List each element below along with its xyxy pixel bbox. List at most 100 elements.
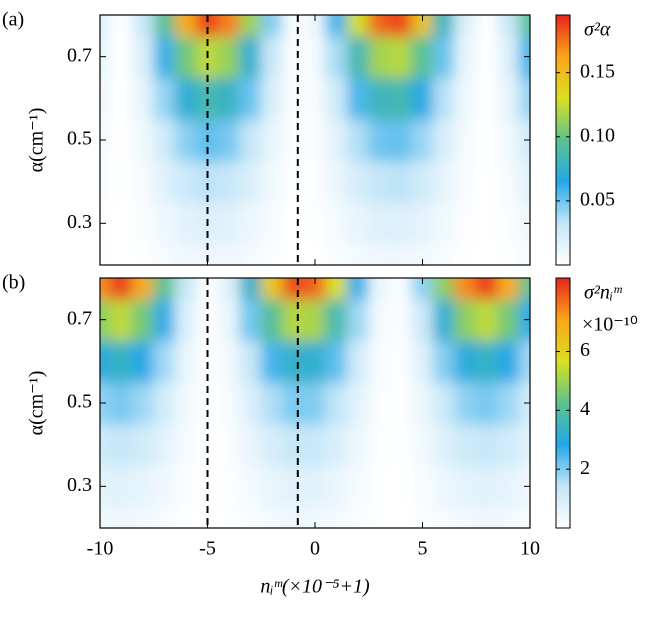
x-tick-label: -5 xyxy=(199,538,216,560)
heatmap-cell xyxy=(454,298,477,341)
heatmap-cell xyxy=(239,118,262,162)
heatmap-area xyxy=(100,15,530,265)
heatmap-cell xyxy=(174,118,198,162)
heatmap-cell xyxy=(518,506,530,528)
heatmap-cell xyxy=(174,278,198,300)
panel-label: (a) xyxy=(2,9,24,31)
heatmap-cell xyxy=(217,278,241,300)
heatmap-cell xyxy=(432,243,456,265)
heatmap-cell xyxy=(475,506,499,528)
colorbar-tick-label: 2 xyxy=(580,457,590,479)
heatmap-cell xyxy=(346,298,370,341)
heatmap-cell xyxy=(518,243,530,265)
heatmap-cell xyxy=(411,160,434,203)
heatmap-cell xyxy=(174,243,198,265)
heatmap-cell xyxy=(303,243,327,265)
heatmap-cell xyxy=(475,243,499,265)
heatmap-cell xyxy=(432,35,456,78)
heatmap-cell xyxy=(432,381,456,425)
heatmap-cell xyxy=(217,506,241,528)
heatmap-cell xyxy=(260,465,284,508)
heatmap-cell xyxy=(497,506,520,528)
heatmap-cell xyxy=(174,381,198,425)
heatmap-cell xyxy=(325,506,348,528)
heatmap-cell xyxy=(239,160,262,203)
heatmap-cell xyxy=(303,506,327,528)
heatmap-cell xyxy=(217,35,241,78)
x-tick-label: 5 xyxy=(418,538,428,560)
heatmap-cell xyxy=(110,340,133,383)
heatmap-cell xyxy=(260,243,284,265)
heatmap-cell xyxy=(411,202,434,245)
heatmap-cell xyxy=(518,423,530,466)
heatmap-cell xyxy=(303,465,327,508)
heatmap-cell xyxy=(282,465,305,508)
heatmap-cell xyxy=(346,77,370,120)
heatmap-cell xyxy=(432,465,456,508)
heatmap-cell xyxy=(131,381,155,425)
heatmap-cell xyxy=(100,423,112,466)
colorbar-tick-label: 0.05 xyxy=(580,188,615,210)
heatmap-cell xyxy=(411,465,434,508)
heatmap-cell xyxy=(282,340,305,383)
heatmap-cell xyxy=(389,15,413,37)
colorbar-label: σ²nᵢᵐ xyxy=(584,282,622,304)
heatmap-cell xyxy=(454,35,477,78)
heatmap-cell xyxy=(131,77,155,120)
heatmap-cell xyxy=(217,118,241,162)
heatmap-cell xyxy=(100,15,112,37)
heatmap-cell xyxy=(454,278,477,300)
heatmap-cell xyxy=(260,202,284,245)
heatmap-cell xyxy=(282,77,305,120)
heatmap-cell xyxy=(196,160,219,203)
heatmap-cell xyxy=(110,202,133,245)
heatmap-cell xyxy=(411,506,434,528)
heatmap-cell xyxy=(100,243,112,265)
heatmap-cell xyxy=(389,298,413,341)
heatmap-cell xyxy=(303,118,327,162)
heatmap-cell xyxy=(454,202,477,245)
y-tick-label: 0.7 xyxy=(67,307,92,329)
heatmap-cell xyxy=(346,15,370,37)
heatmap-cell xyxy=(475,278,499,300)
heatmap-cell xyxy=(368,381,391,425)
heatmap-cell xyxy=(518,77,530,120)
heatmap-cell xyxy=(411,35,434,78)
heatmap-cell xyxy=(497,77,520,120)
heatmap-cell xyxy=(325,278,348,300)
heatmap-cells xyxy=(100,15,530,265)
heatmap-cell xyxy=(174,506,198,528)
heatmap-cell xyxy=(217,202,241,245)
heatmap-cell xyxy=(153,35,176,78)
heatmap-cell xyxy=(217,243,241,265)
heatmap-cell xyxy=(260,340,284,383)
heatmap-cell xyxy=(346,118,370,162)
heatmap-cell xyxy=(475,15,499,37)
heatmap-cell xyxy=(346,278,370,300)
heatmap-cell xyxy=(497,202,520,245)
heatmap-cell xyxy=(260,15,284,37)
heatmap-cell xyxy=(282,298,305,341)
heatmap-cell xyxy=(153,278,176,300)
heatmap-cell xyxy=(153,381,176,425)
heatmap-cell xyxy=(389,202,413,245)
heatmap-cell xyxy=(325,381,348,425)
heatmap-cell xyxy=(110,465,133,508)
heatmap-cell xyxy=(432,202,456,245)
heatmap-cell xyxy=(110,381,133,425)
heatmap-cell xyxy=(454,118,477,162)
heatmap-cell xyxy=(368,77,391,120)
heatmap-cell xyxy=(368,465,391,508)
heatmap-cell xyxy=(432,298,456,341)
heatmap-cell xyxy=(153,465,176,508)
heatmap-cell xyxy=(260,423,284,466)
heatmap-cell xyxy=(454,340,477,383)
heatmap-cell xyxy=(282,118,305,162)
heatmap-cell xyxy=(153,423,176,466)
heatmap-cell xyxy=(174,35,198,78)
heatmap-cell xyxy=(131,35,155,78)
heatmap-cell xyxy=(368,423,391,466)
heatmap-cell xyxy=(303,35,327,78)
heatmap-cell xyxy=(497,35,520,78)
heatmap-cell xyxy=(454,381,477,425)
